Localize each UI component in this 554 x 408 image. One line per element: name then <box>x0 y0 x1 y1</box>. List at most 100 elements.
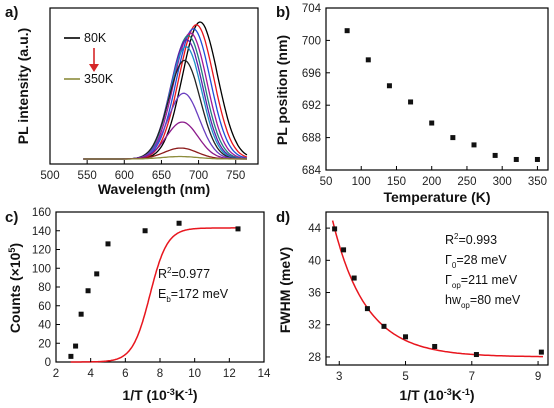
panel-b-y-axis-label: PL position (nm) <box>274 35 290 145</box>
panel-d-data-point <box>473 352 479 358</box>
panel-d-fit-curve <box>331 220 543 358</box>
panel-a-x-axis-label: Wavelength (nm) <box>98 181 210 197</box>
panel-d-plot-frame <box>325 211 549 366</box>
panel-d-r-squared: R2=0.993 <box>445 232 497 247</box>
panel-b-data-point <box>534 156 540 162</box>
panel-a-x-tick-label: 650 <box>152 170 171 182</box>
panel-b-x-tick-label: 100 <box>352 176 371 188</box>
panel-a-plot-frame <box>49 7 259 165</box>
legend-arrow-down-icon <box>89 64 99 72</box>
panel-a-x-tick-label: 750 <box>226 170 245 182</box>
panel-b-x-tick-label: 50 <box>320 176 333 188</box>
panel-d-data-point <box>432 343 438 349</box>
panel-d-data-points <box>332 226 544 358</box>
panel-c-y-tick-label: 120 <box>32 245 51 257</box>
panel-b-data-point <box>408 99 414 105</box>
panel-d-data-point <box>538 349 544 355</box>
panel-d-fwhm: d) 3 5 7 9 28 32 36 40 44 R2=0.993 Γ0=28 meV Γo… <box>276 209 549 403</box>
panel-b-y-tick-label: 704 <box>302 3 322 15</box>
panel-c-label: c) <box>5 209 18 226</box>
pl-spectrum-curve <box>83 155 247 160</box>
panel-d-data-point <box>351 275 357 281</box>
legend-end-label: 350K <box>84 72 114 86</box>
panel-c-x-tick-label: 2 <box>53 368 59 380</box>
panel-d-data-point <box>341 247 347 253</box>
panel-c-data-points <box>68 220 241 359</box>
panel-a-x-tick-label: 700 <box>189 170 208 182</box>
panel-c-x-tick-label: 10 <box>188 368 201 380</box>
panel-b-pl-position: b) 50 100 150 200 250 300 350 684 688 692 696 700 7… <box>274 3 549 205</box>
panel-c-y-tick-label: 80 <box>38 282 51 294</box>
panel-c-x-tick-label: 14 <box>258 368 271 380</box>
panel-c-y-tick-label: 20 <box>38 338 51 350</box>
panel-c-y-tick-label: 160 <box>32 207 51 219</box>
panel-c-x-tick-label: 6 <box>122 368 128 380</box>
panel-c-data-point <box>94 271 100 277</box>
panel-b-data-point <box>365 57 371 63</box>
panel-c-x-tick-label: 4 <box>87 368 94 380</box>
panel-d-y-tick-label: 40 <box>308 255 321 267</box>
panel-d-label: d) <box>276 209 290 226</box>
panel-c-data-point <box>68 353 74 359</box>
panel-c-x-tick-label: 8 <box>157 368 163 380</box>
panel-d-gamma-0: Γ0=28 meV <box>445 253 507 270</box>
panel-a-x-ticks: 500 550 600 650 700 750 <box>40 160 245 182</box>
panel-c-fit-curve <box>70 227 239 363</box>
panel-b-y-ticks: 684 688 692 696 700 704 <box>302 3 330 177</box>
panel-d-y-tick-label: 36 <box>308 288 321 300</box>
panel-b-x-tick-label: 200 <box>422 176 441 188</box>
panel-b-x-tick-label: 300 <box>493 176 512 188</box>
legend-start-label: 80K <box>84 31 107 45</box>
panel-c-x-ticks: 2 4 6 8 10 12 14 <box>53 358 271 380</box>
panel-c-x-tick-label: 12 <box>223 368 236 380</box>
panel-c-binding-energy: Eb=172 meV <box>158 287 229 304</box>
panel-d-data-point <box>403 334 409 340</box>
panel-b-x-tick-label: 250 <box>457 176 476 188</box>
panel-c-y-tick-label: 60 <box>38 301 51 313</box>
panel-b-label: b) <box>276 4 290 21</box>
panel-a-spectra-curves <box>83 21 248 160</box>
panel-b-data-point <box>429 120 435 126</box>
panel-c-data-point <box>105 241 111 247</box>
panel-b-data-point <box>492 152 498 158</box>
panel-d-x-ticks: 3 5 7 9 <box>336 361 541 383</box>
panel-c-y-ticks: 0 20 40 60 80 100 120 140 160 <box>32 207 60 369</box>
panel-b-x-axis-label: Temperature (K) <box>383 189 490 205</box>
panel-d-y-tick-label: 44 <box>308 223 321 235</box>
panel-a-y-axis-label: PL intensity (a.u.) <box>15 28 31 144</box>
panel-d-y-tick-label: 28 <box>308 352 321 364</box>
panel-d-data-point <box>381 323 387 329</box>
panel-c-counts: c) 2 4 6 8 10 12 14 0 20 40 60 80 100 120 140 160 R2=0… <box>5 207 271 403</box>
panel-d-y-axis-label: FWHM (meV) <box>277 247 293 333</box>
panel-c-data-point <box>85 288 91 294</box>
panel-a-x-tick-label: 600 <box>115 170 134 182</box>
panel-a-x-tick-label: 500 <box>40 170 59 182</box>
panel-d-data-point <box>332 226 338 232</box>
panel-d-data-point <box>364 306 370 312</box>
panel-b-data-point <box>471 142 477 148</box>
panel-d-x-tick-label: 5 <box>402 371 408 383</box>
panel-c-y-tick-label: 140 <box>32 226 51 238</box>
panel-b-x-tick-label: 350 <box>528 176 547 188</box>
panel-a-pl-spectra: a) 500 550 600 650 700 750 Wavelength (nm) PL… <box>5 4 259 197</box>
panel-c-x-axis-label: 1/T (10-3K-1) <box>122 387 197 403</box>
panel-b-data-point <box>386 83 392 89</box>
panel-d-y-ticks: 28 32 36 40 44 <box>308 223 330 364</box>
panel-d-gamma-op: Γop=211 meV <box>445 273 518 290</box>
panel-c-y-tick-label: 100 <box>32 263 51 275</box>
panel-c-data-point <box>142 228 148 234</box>
panel-c-r-squared: R2=0.977 <box>158 266 210 281</box>
panel-a-x-tick-label: 550 <box>78 170 97 182</box>
panel-b-data-point <box>450 135 456 141</box>
panel-b-data-point <box>513 156 519 162</box>
panel-b-plot-frame <box>325 7 549 171</box>
panel-c-y-axis-label: Counts (×105) <box>7 243 23 333</box>
panel-c-y-tick-label: 0 <box>45 357 51 369</box>
panel-d-x-tick-label: 9 <box>535 371 541 383</box>
panel-c-data-point <box>78 311 84 317</box>
panel-a-legend: 80K 350K <box>64 31 114 86</box>
panel-d-hw-op: hwop=80 meV <box>445 293 521 310</box>
panel-b-y-tick-label: 688 <box>302 133 321 145</box>
panel-d-x-tick-label: 7 <box>469 371 475 383</box>
panel-c-data-point <box>73 343 79 349</box>
